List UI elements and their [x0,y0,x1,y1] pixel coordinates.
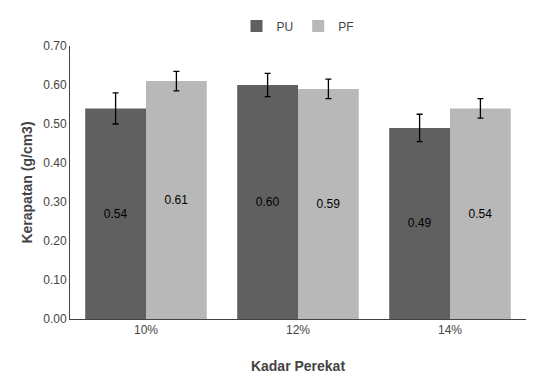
svg-text:PU: PU [277,20,294,34]
svg-text:0.49: 0.49 [408,216,432,230]
svg-text:0.50: 0.50 [43,117,67,131]
svg-text:0.40: 0.40 [43,156,67,170]
svg-text:PF: PF [338,20,353,34]
svg-text:0.54: 0.54 [104,207,128,221]
svg-text:Kadar Perekat: Kadar Perekat [251,358,346,374]
svg-text:0.54: 0.54 [469,207,493,221]
svg-text:12%: 12% [286,323,310,337]
svg-text:0.20: 0.20 [43,234,67,248]
svg-text:0.60: 0.60 [43,78,67,92]
svg-text:0.70: 0.70 [43,39,67,53]
svg-text:10%: 10% [134,323,158,337]
svg-text:0.30: 0.30 [43,195,67,209]
svg-text:0.60: 0.60 [256,195,280,209]
svg-text:14%: 14% [438,323,462,337]
svg-text:Kerapatan (g/cm3): Kerapatan (g/cm3) [19,121,35,243]
svg-text:0.59: 0.59 [317,197,341,211]
svg-text:0.00: 0.00 [43,312,67,326]
svg-text:0.61: 0.61 [165,193,189,207]
svg-text:0.10: 0.10 [43,273,67,287]
